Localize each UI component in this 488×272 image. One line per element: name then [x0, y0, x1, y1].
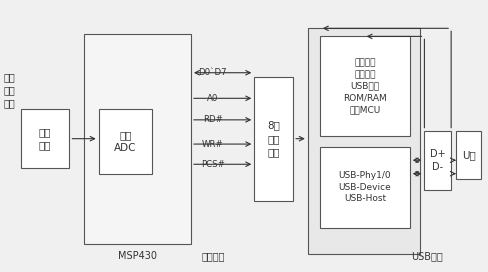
Text: U盘: U盘	[461, 150, 474, 160]
Text: MSP430: MSP430	[118, 251, 157, 261]
Text: 8位
驱动
并口: 8位 驱动 并口	[266, 120, 280, 157]
Text: PCS#: PCS#	[201, 160, 224, 169]
Text: RD#: RD#	[203, 115, 223, 124]
FancyBboxPatch shape	[455, 131, 480, 179]
FancyBboxPatch shape	[99, 109, 152, 174]
FancyBboxPatch shape	[319, 147, 409, 228]
Text: D0`D7: D0`D7	[198, 68, 227, 77]
FancyBboxPatch shape	[424, 131, 450, 190]
Text: 并行总线: 并行总线	[201, 251, 224, 261]
Text: 文件系统
管理固件
USB固件
ROM/RAM
高速MCU: 文件系统 管理固件 USB固件 ROM/RAM 高速MCU	[342, 58, 386, 114]
FancyBboxPatch shape	[21, 109, 69, 168]
FancyBboxPatch shape	[254, 77, 292, 201]
Text: USB-Phy1/0
USB-Device
USB-Host: USB-Phy1/0 USB-Device USB-Host	[338, 171, 390, 203]
Text: WR#: WR#	[202, 140, 224, 149]
Text: 被测
信号
输入: 被测 信号 输入	[4, 72, 16, 109]
Text: 片内
ADC: 片内 ADC	[114, 130, 136, 153]
Text: USB总线: USB总线	[410, 251, 442, 261]
FancyBboxPatch shape	[319, 36, 409, 136]
FancyBboxPatch shape	[84, 34, 191, 244]
Text: A0: A0	[207, 94, 218, 103]
Text: 放大
滤波: 放大 滤波	[39, 127, 51, 150]
FancyBboxPatch shape	[307, 28, 419, 255]
Text: D+
D-: D+ D-	[429, 149, 445, 172]
